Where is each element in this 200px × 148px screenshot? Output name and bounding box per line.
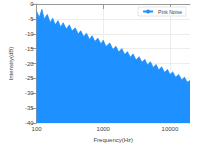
svg-text:Frequency(Hz): Frequency(Hz) (93, 137, 133, 143)
svg-text:-20: -20 (25, 61, 34, 67)
svg-text:-25: -25 (25, 75, 34, 81)
svg-text:-40: -40 (24, 120, 34, 127)
svg-text:-10: -10 (25, 31, 34, 37)
svg-text:-5: -5 (28, 16, 34, 22)
svg-text:Intensity(dB): Intensity(dB) (8, 47, 14, 81)
svg-text:0: 0 (30, 1, 34, 7)
svg-text:-35: -35 (25, 105, 34, 111)
svg-text:10000: 10000 (162, 126, 179, 132)
svg-text:100: 100 (32, 126, 43, 132)
svg-text:1000: 1000 (97, 126, 111, 132)
svg-text:-30: -30 (25, 90, 34, 96)
svg-text:Pink Noise: Pink Noise (158, 9, 182, 15)
svg-text:-15: -15 (25, 46, 34, 52)
